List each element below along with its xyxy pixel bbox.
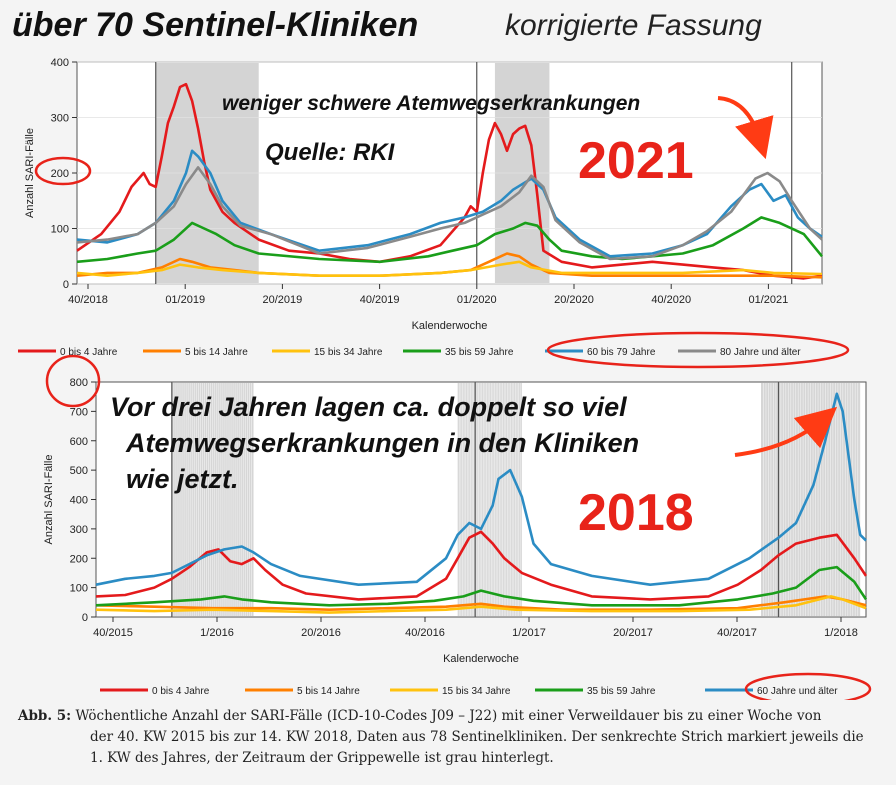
x-tick-label: 20/2017 <box>613 627 653 639</box>
legend-label-1: 0 bis 4 Jahre <box>60 347 118 358</box>
y-tick-label: 400 <box>70 495 88 507</box>
series-line-3 <box>76 260 823 277</box>
chart-2021: 0 100 200 300 400 40/2018 01/2019 20/2019 40/201… <box>24 57 824 332</box>
legend-chart-2021: 0 bis 4 Jahre 5 bis 14 Jahre 15 bis 34 Jah… <box>18 331 850 369</box>
y-tick-label: 100 <box>51 224 69 236</box>
legend-label-1: 0 bis 4 Jahre <box>152 686 210 697</box>
x-tick-label: 40/2020 <box>651 294 691 306</box>
annotation-year-2018: 2018 <box>578 484 694 542</box>
highlight-ellipse-legend-2 <box>744 672 872 700</box>
legend-label-2: 5 bis 14 Jahre <box>185 347 248 358</box>
highlight-ellipse-legend-1 <box>546 331 850 369</box>
page-subtitle: korrigierte Fassung <box>505 9 762 42</box>
figure-caption: Abb. 5: Wöchentliche Anzahl der SARI-Fäl… <box>18 706 878 769</box>
x-tick-label: 01/2020 <box>457 294 497 306</box>
y-tick-label: 300 <box>70 524 88 536</box>
y-tick-label: 800 <box>70 377 88 389</box>
x-axis-title: Kalenderwoche <box>443 653 519 665</box>
y-axis-title: Anzahl SARI-Fälle <box>24 128 36 218</box>
charts-canvas: 0 100 200 300 400 40/2018 01/2019 20/2019 40/201… <box>18 57 872 700</box>
y-tick-label: 200 <box>70 553 88 565</box>
y-tick-label: 200 <box>51 168 69 180</box>
highlight-ellipse-800 <box>45 354 101 408</box>
legend-label-5: 60 Jahre und älter <box>757 686 838 697</box>
annotation-source: Quelle: RKI <box>265 139 396 166</box>
annotation-line-2: Atemwegserkrankungen in den Kliniken <box>125 428 639 458</box>
x-tick-label: 1/2018 <box>824 627 858 639</box>
x-tick-label: 40/2016 <box>405 627 445 639</box>
series-line-5 <box>95 392 867 586</box>
legend-chart-2018: 0 bis 4 Jahre 5 bis 14 Jahre 15 bis 34 Jah… <box>100 672 872 700</box>
y-tick-label: 100 <box>70 583 88 595</box>
x-tick-label: 20/2020 <box>554 294 594 306</box>
caption-line-3: 1. KW des Jahres, der Zeitraum der Gripp… <box>90 750 554 766</box>
series-line-4 <box>95 565 868 607</box>
legend-label-5: 60 bis 79 Jahre <box>587 347 656 358</box>
x-tick-label: 1/2017 <box>512 627 546 639</box>
highlight-ellipse-200 <box>34 156 92 186</box>
legend-label-4: 35 bis 59 Jahre <box>445 347 514 358</box>
x-tick-label: 20/2019 <box>263 294 303 306</box>
series-line-3 <box>95 595 867 614</box>
x-tick-label: 01/2021 <box>749 294 789 306</box>
x-tick-label: 40/2015 <box>93 627 133 639</box>
x-tick-label: 40/2018 <box>68 294 108 306</box>
page-title: über 70 Sentinel-Kliniken <box>12 6 419 44</box>
legend-label-4: 35 bis 59 Jahre <box>587 686 656 697</box>
x-tick-label: 01/2019 <box>165 294 205 306</box>
x-axis-title: Kalenderwoche <box>412 320 488 332</box>
x-tick-label: 20/2016 <box>301 627 341 639</box>
y-tick-label: 700 <box>70 406 88 418</box>
series-line-1 <box>95 530 868 601</box>
caption-line-1: Wöchentliche Anzahl der SARI-Fälle (ICD-… <box>75 708 822 724</box>
annotation-heavy-note: weniger schwere Atemwegserkrankungen <box>222 92 640 115</box>
y-tick-label: 400 <box>51 57 69 69</box>
annotation-year-2021: 2021 <box>578 132 694 190</box>
y-tick-label: 300 <box>51 113 69 125</box>
chart-2018: 0 100 200 300 400 500 600 700 800 40/2015 1/2016 20… <box>43 354 868 665</box>
x-tick-label: 1/2016 <box>200 627 234 639</box>
x-tick-label: 40/2019 <box>360 294 400 306</box>
y-tick-label: 600 <box>70 436 88 448</box>
caption-label: Abb. 5: <box>18 708 72 724</box>
series-line-6 <box>76 166 823 261</box>
series-line-5 <box>76 149 823 258</box>
legend-label-3: 15 bis 34 Jahre <box>314 347 383 358</box>
caption-line-2: der 40. KW 2015 bis zur 14. KW 2018, Dat… <box>90 729 864 745</box>
annotation-arrow-1 <box>717 96 774 160</box>
series-line-1 <box>76 82 823 280</box>
y-tick-label: 500 <box>70 465 88 477</box>
series-line-2 <box>95 595 867 611</box>
y-axis-title: Anzahl SARI-Fälle <box>43 455 55 545</box>
x-tick-label: 40/2017 <box>717 627 757 639</box>
series-line-4 <box>76 216 824 264</box>
annotation-line-3: wie jetzt. <box>126 464 239 494</box>
annotation-line-1: Vor drei Jahren lagen ca. doppelt so vie… <box>110 392 627 422</box>
y-tick-label: 0 <box>82 612 88 624</box>
legend-label-2: 5 bis 14 Jahre <box>297 686 360 697</box>
legend-label-6: 80 Jahre und älter <box>720 347 801 358</box>
annotation-arrow-2 <box>734 406 838 457</box>
y-tick-label: 0 <box>63 279 69 291</box>
legend-label-3: 15 bis 34 Jahre <box>442 686 511 697</box>
